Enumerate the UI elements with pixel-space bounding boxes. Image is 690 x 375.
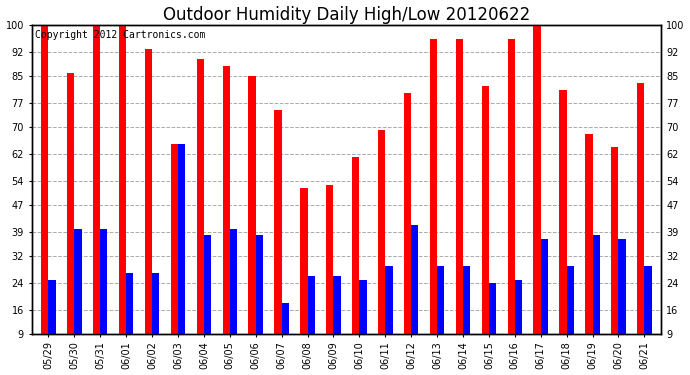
Bar (170, 144, 178, 334)
Bar (100, 229, 108, 334)
Bar (378, 130, 385, 334)
Bar (359, 279, 366, 334)
Bar (611, 147, 618, 334)
Bar (145, 49, 152, 334)
Bar (119, 25, 126, 334)
Bar (411, 225, 418, 334)
Bar (300, 188, 308, 334)
Bar (93, 25, 100, 334)
Bar (541, 239, 548, 334)
Bar (644, 266, 651, 334)
Bar (455, 39, 463, 334)
Bar (67, 73, 75, 334)
Bar (48, 279, 56, 334)
Bar (593, 236, 600, 334)
Bar (515, 279, 522, 334)
Bar (637, 83, 644, 334)
Bar (275, 110, 282, 334)
Bar (223, 66, 230, 334)
Bar (352, 158, 359, 334)
Bar (560, 90, 566, 334)
Bar (566, 266, 574, 334)
Bar (248, 76, 256, 334)
Bar (463, 266, 471, 334)
Bar (204, 236, 211, 334)
Bar (308, 276, 315, 334)
Bar (437, 266, 444, 334)
Bar (489, 283, 496, 334)
Bar (585, 134, 593, 334)
Bar (333, 276, 341, 334)
Bar (508, 39, 515, 334)
Bar (430, 39, 437, 334)
Bar (126, 273, 133, 334)
Bar (197, 59, 204, 334)
Title: Outdoor Humidity Daily High/Low 20120622: Outdoor Humidity Daily High/Low 20120622 (163, 6, 530, 24)
Bar (178, 144, 185, 334)
Text: Copyright 2012 Cartronics.com: Copyright 2012 Cartronics.com (34, 30, 205, 40)
Bar (326, 184, 333, 334)
Bar (75, 229, 81, 334)
Bar (41, 25, 48, 334)
Bar (230, 229, 237, 334)
Bar (385, 266, 393, 334)
Bar (256, 236, 263, 334)
Bar (618, 239, 626, 334)
Bar (404, 93, 411, 334)
Bar (282, 303, 289, 334)
Bar (482, 86, 489, 334)
Bar (152, 273, 159, 334)
Bar (533, 25, 541, 334)
